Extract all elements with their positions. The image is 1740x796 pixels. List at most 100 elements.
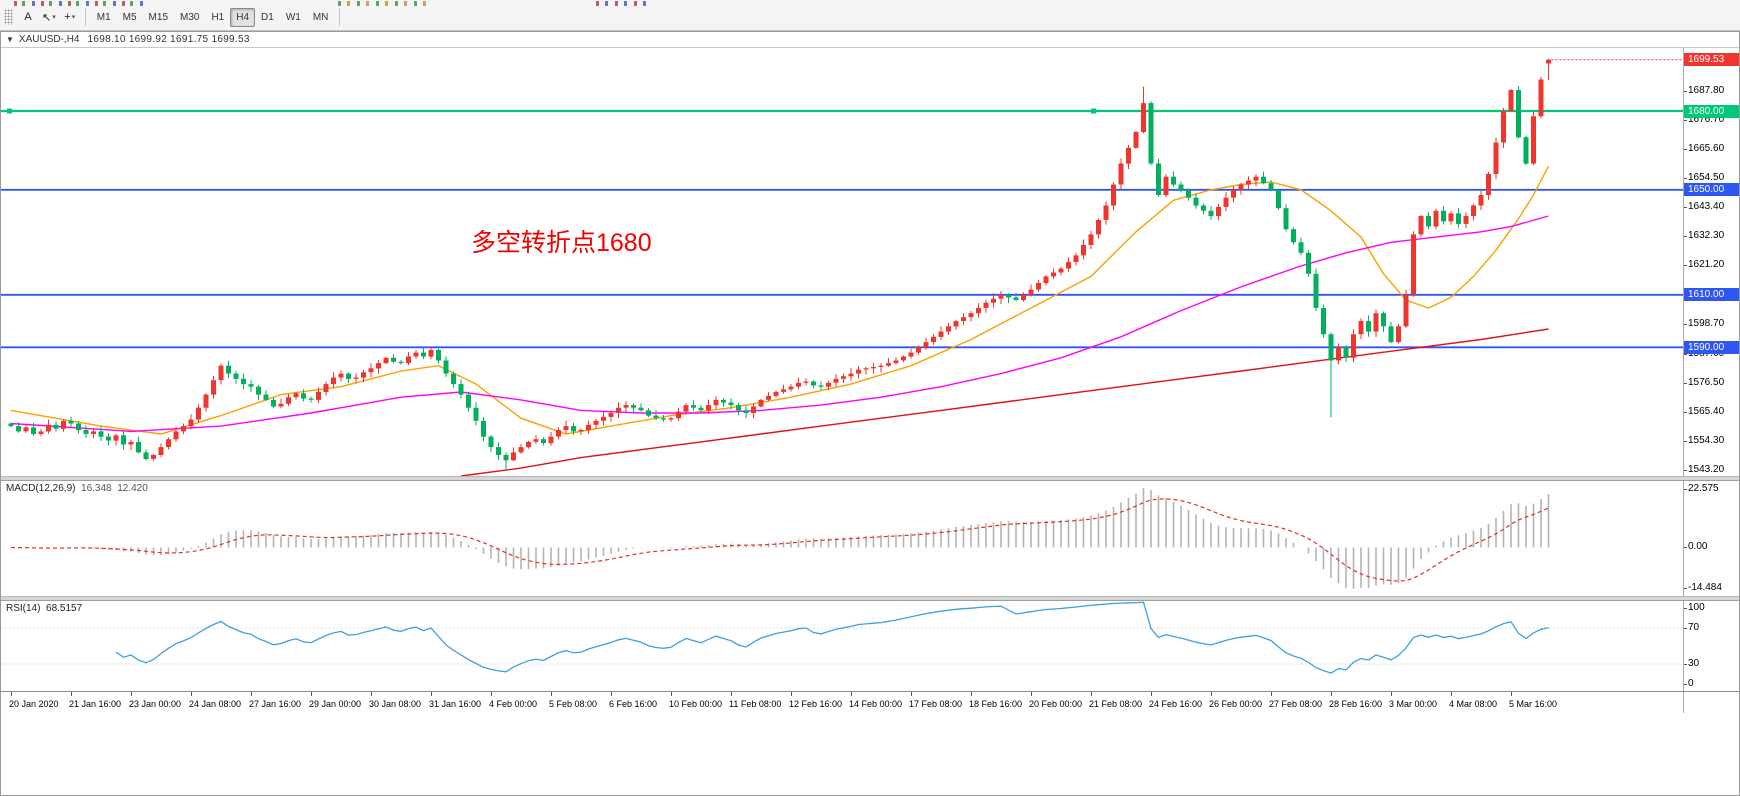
time-tick: [911, 692, 912, 696]
toolbar-grip-icon[interactable]: [4, 9, 13, 25]
macd-value-main: 16.348: [81, 483, 112, 494]
price-level-badge: 1650.00: [1684, 183, 1739, 197]
time-label: 29 Jan 00:00: [309, 699, 362, 709]
macd-label: MACD(12,26,9) 16.348 12.420: [6, 483, 148, 494]
time-label: 11 Feb 08:00: [729, 699, 782, 709]
time-tick: [251, 692, 252, 696]
time-tick: [1391, 692, 1392, 696]
price-level-badge: 1610.00: [1684, 288, 1739, 302]
time-label: 26 Feb 00:00: [1209, 699, 1263, 709]
rsi-axis[interactable]: 100 70 30 0: [1683, 601, 1739, 691]
price-tick: 1665.60: [1684, 142, 1725, 154]
time-label: 30 Jan 08:00: [369, 699, 422, 709]
cursor-tool[interactable]: ↖ ▾: [42, 11, 56, 24]
chart-annotation-text[interactable]: 多空转折点1680: [471, 229, 652, 257]
macd-value-signal: 12.420: [117, 483, 148, 494]
time-label: 20 Feb 00:00: [1029, 699, 1083, 709]
time-tick: [611, 692, 612, 696]
panel-separator[interactable]: [1, 596, 1739, 601]
time-tick: [1511, 692, 1512, 696]
macd-canvas[interactable]: [1, 481, 1683, 596]
timeframe-d1[interactable]: D1: [261, 11, 274, 23]
time-tick: [1031, 692, 1032, 696]
time-tick: [971, 692, 972, 696]
time-label: 21 Feb 08:00: [1089, 699, 1143, 709]
ma-fast-orange: [10, 165, 1550, 435]
price-tick: 1676.70: [1684, 113, 1725, 125]
candlestick-series: [8, 58, 1551, 471]
timeframe-h1[interactable]: H1: [211, 11, 225, 23]
macd-title: MACD(12,26,9): [6, 483, 76, 494]
timeframe-m5[interactable]: M5: [122, 11, 137, 23]
price-chart-canvas[interactable]: [1, 48, 1683, 476]
time-tick: [1271, 692, 1272, 696]
time-tick: [1091, 692, 1092, 696]
time-tick: [371, 692, 372, 696]
time-label: 20 Jan 2020: [9, 699, 59, 709]
ma-mid-magenta: [10, 215, 1549, 433]
price-tick: 1565.40: [1684, 405, 1725, 417]
price-axis[interactable]: 1687.80 1676.70 1665.60 1654.50 1643.40 1632.…: [1683, 48, 1739, 476]
text-label-tool[interactable]: A: [24, 11, 32, 23]
timeframe-h4[interactable]: H4: [230, 7, 256, 27]
price-tick: 1543.20: [1684, 464, 1725, 476]
macd-axis[interactable]: 22.575 0.00 -14.484: [1683, 481, 1739, 596]
ma-slow-red: [460, 328, 1549, 476]
rsi-scale-70: 70: [1684, 622, 1700, 633]
clipped-toolbar-icons: [338, 1, 430, 6]
time-label: 5 Feb 08:00: [549, 699, 598, 709]
timeframe-w1[interactable]: W1: [285, 11, 301, 23]
toolbar: A ↖ ▾ + ▾ M1 M5 M15 M30 H1 H4 D1 W1 MN: [0, 0, 1740, 31]
rsi-scale-30: 30: [1684, 658, 1700, 669]
time-tick: [11, 692, 12, 696]
timeframe-m15[interactable]: M15: [148, 11, 168, 23]
time-tick: [731, 692, 732, 696]
time-label: 21 Jan 16:00: [69, 699, 122, 709]
rsi-canvas[interactable]: [1, 601, 1683, 691]
time-axis[interactable]: 20 Jan 2020 21 Jan 16:00 23 Jan 00:00 24 Ja…: [1, 691, 1683, 713]
time-label: 17 Feb 08:00: [909, 699, 963, 709]
timeframe-m1[interactable]: M1: [96, 11, 111, 23]
rsi-value: 68.5157: [46, 603, 83, 614]
time-tick: [131, 692, 132, 696]
time-label: 27 Feb 08:00: [1269, 699, 1323, 709]
panel-separator[interactable]: [1, 476, 1739, 481]
rsi-plot[interactable]: RSI(14) 68.5157: [1, 601, 1683, 691]
chart-dropdown-icon[interactable]: ▼: [6, 35, 14, 44]
rsi-scale-0: 0: [1684, 678, 1694, 689]
time-label: 12 Feb 16:00: [789, 699, 843, 709]
chevron-down-icon: ▾: [52, 14, 56, 21]
chart-symbol-period: XAUUSD-,H4: [18, 34, 80, 45]
price-tick: 1687.80: [1684, 84, 1725, 96]
time-label: 3 Mar 00:00: [1389, 699, 1438, 709]
timeframe-buttons: M1 M5 M15 M30 H1 H4 D1 W1 MN: [91, 7, 335, 27]
time-tick: [1151, 692, 1152, 696]
time-tick: [431, 692, 432, 696]
rsi-label: RSI(14) 68.5157: [6, 603, 82, 614]
time-tick: [791, 692, 792, 696]
chevron-down-icon: ▾: [71, 14, 76, 21]
time-tick: [491, 692, 492, 696]
macd-plot[interactable]: MACD(12,26,9) 16.348 12.420: [1, 481, 1683, 596]
crosshair-tool[interactable]: + ▾: [64, 11, 76, 23]
price-level-badge: 1590.00: [1684, 340, 1739, 354]
time-label: 24 Jan 08:00: [189, 699, 242, 709]
time-label: 31 Jan 16:00: [429, 699, 482, 709]
chart-window: ▼ XAUUSD-,H4 1698.10 1699.92 1691.75 169…: [0, 31, 1740, 796]
chart-titlebar: ▼ XAUUSD-,H4 1698.10 1699.92 1691.75 169…: [1, 32, 1739, 48]
toolbar-separator: [84, 8, 86, 26]
time-label: 28 Feb 16:00: [1329, 699, 1383, 709]
price-tick: 1598.70: [1684, 318, 1725, 330]
timeframe-m30[interactable]: M30: [180, 11, 200, 23]
price-plot[interactable]: 多空转折点1680: [1, 48, 1683, 476]
time-label: 27 Jan 16:00: [249, 699, 302, 709]
time-tick: [191, 692, 192, 696]
rsi-title: RSI(14): [6, 603, 41, 614]
drawing-tools: A ↖ ▾ + ▾: [18, 7, 80, 27]
footer-area: [1, 713, 1739, 795]
timeframe-mn[interactable]: MN: [312, 11, 329, 23]
time-label: 24 Feb 16:00: [1149, 699, 1203, 709]
price-tick: 1643.40: [1684, 201, 1725, 213]
time-tick: [1331, 692, 1332, 696]
rsi-line: [115, 601, 1549, 674]
